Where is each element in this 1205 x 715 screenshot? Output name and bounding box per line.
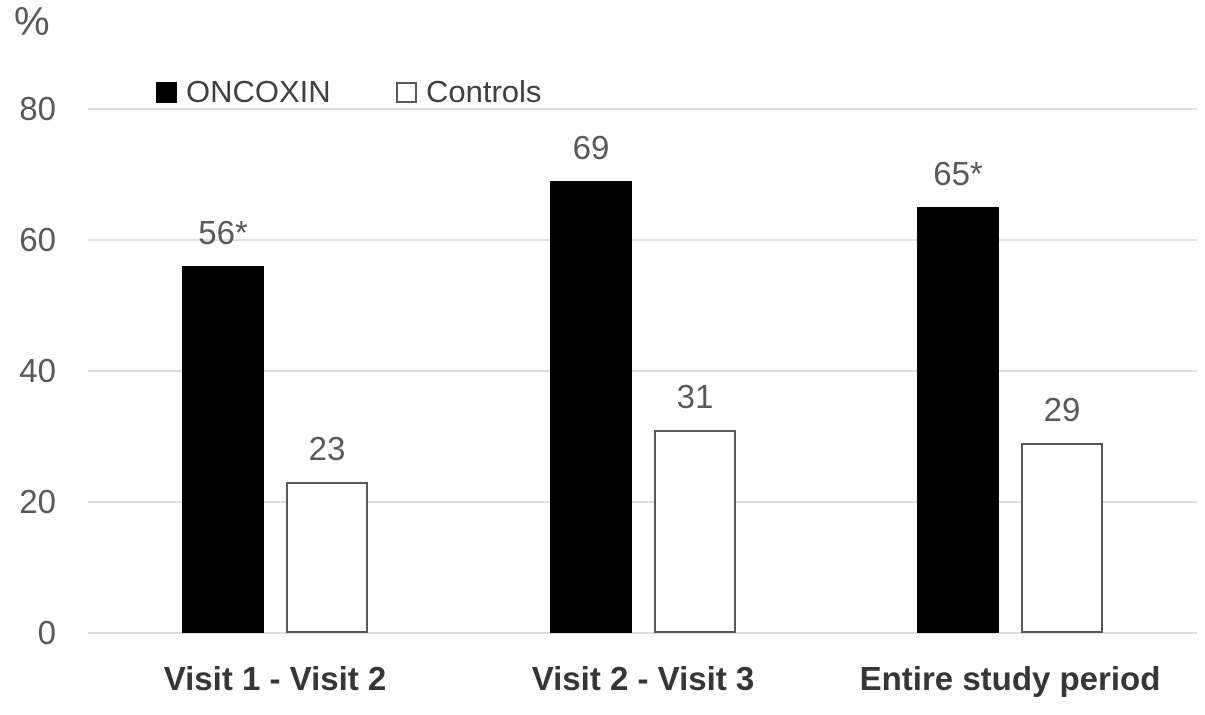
gridline-60 <box>88 239 1197 241</box>
y-axis-unit-label: % <box>14 0 50 44</box>
bar-controls-1 <box>286 482 368 633</box>
legend-swatch-oncoxin-icon <box>156 81 177 103</box>
plot-area: 56* 23 69 31 65* 29 <box>88 108 1197 634</box>
y-tick-label-80: 80 <box>19 90 56 127</box>
y-tick-label-40: 40 <box>19 352 56 389</box>
value-label-controls-3: 29 <box>1043 391 1081 429</box>
chart-legend: ONCOXIN Controls <box>0 76 1205 108</box>
value-label-controls-2: 31 <box>676 377 714 415</box>
gridline-20 <box>88 501 1197 503</box>
bar-controls-2 <box>654 429 736 633</box>
y-tick-label-0: 0 <box>37 614 56 651</box>
gridline-40 <box>88 370 1197 372</box>
category-label-1: Visit 1 - Visit 2 <box>163 660 387 697</box>
value-label-oncoxin-3: 65* <box>933 155 983 193</box>
y-tick-label-60: 60 <box>19 221 56 258</box>
bar-oncoxin-3 <box>917 207 999 633</box>
value-label-controls-1: 23 <box>308 430 346 468</box>
y-tick-label-20: 20 <box>19 483 56 520</box>
legend-item-controls: Controls <box>396 76 541 108</box>
bar-oncoxin-1 <box>182 266 264 633</box>
value-label-oncoxin-2: 69 <box>572 129 610 167</box>
gridline-0 <box>88 632 1197 634</box>
legend-label-controls: Controls <box>426 74 542 109</box>
category-label-3: Entire study period <box>859 660 1161 697</box>
bar-controls-3 <box>1021 443 1103 633</box>
legend-item-oncoxin: ONCOXIN <box>156 76 331 108</box>
bar-oncoxin-2 <box>550 181 632 633</box>
category-label-2: Visit 2 - Visit 3 <box>531 660 755 697</box>
gridline-80 <box>88 108 1197 110</box>
legend-swatch-controls-icon <box>396 81 417 103</box>
legend-label-oncoxin: ONCOXIN <box>186 74 331 109</box>
value-label-oncoxin-1: 56* <box>198 214 248 252</box>
